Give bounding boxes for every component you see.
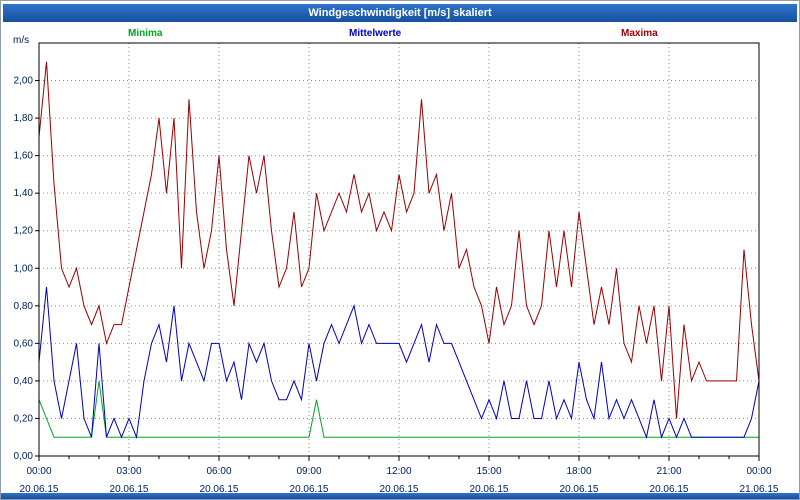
y-tick-label: 0,00: [14, 451, 34, 462]
y-tick-label: 0,20: [14, 413, 34, 424]
x-date-label: 20.06.15: [110, 484, 149, 495]
y-tick-label: 0,80: [14, 301, 34, 312]
legend-minima: Minima: [128, 28, 163, 39]
x-date-label: 20.06.15: [470, 484, 509, 495]
y-tick-label: 1,00: [14, 263, 34, 274]
x-time-label: 09:00: [296, 466, 321, 477]
minima-line: [38, 380, 759, 438]
y-tick-label: 1,80: [14, 113, 34, 124]
x-date-label: 20.06.15: [380, 484, 419, 495]
x-date-label: 21.06.15: [740, 484, 779, 495]
y-tick-label: 0,40: [14, 376, 34, 387]
y-tick-label: 2,00: [14, 76, 34, 87]
mittelwerte-line: [38, 286, 760, 440]
y-tick-label: 1,20: [14, 226, 34, 237]
x-time-label: 21:00: [656, 466, 681, 477]
x-date-label: 20.06.15: [560, 484, 599, 495]
x-time-label: 15:00: [476, 466, 501, 477]
x-date-label: 20.06.15: [290, 484, 329, 495]
x-time-label: 03:00: [116, 466, 141, 477]
x-time-label: 06:00: [206, 466, 231, 477]
legend-maxima: Maxima: [621, 28, 658, 39]
x-time-label: 00:00: [746, 466, 771, 477]
window-title-bar: Windgeschwindigkeit [m/s] skaliert: [3, 4, 797, 22]
window-title: Windgeschwindigkeit [m/s] skaliert: [308, 7, 492, 19]
x-time-label: 18:00: [566, 466, 591, 477]
y-tick-label: 1,60: [14, 151, 34, 162]
y-tick-label: 1,40: [14, 188, 34, 199]
x-date-label: 20.06.15: [20, 484, 59, 495]
x-date-label: 20.06.15: [200, 484, 239, 495]
x-time-label: 12:00: [386, 466, 411, 477]
y-tick-label: 0,60: [14, 338, 34, 349]
legend-mittelwerte: Mittelwerte: [349, 28, 402, 39]
bottom-bar: [1, 493, 799, 499]
y-axis-unit-label: m/s: [13, 35, 30, 46]
x-date-label: 20.06.15: [650, 484, 689, 495]
plot-area: [39, 43, 759, 456]
maxima-line: [38, 61, 760, 419]
x-time-label: 00:00: [26, 466, 51, 477]
